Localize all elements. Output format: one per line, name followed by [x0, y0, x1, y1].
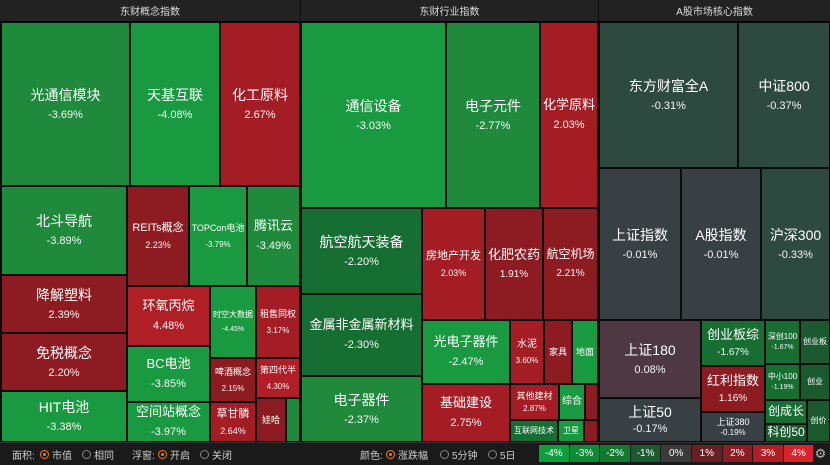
legend-cell: -4% [539, 445, 569, 462]
panel-header-concept: 东财概念指数 [0, 0, 300, 22]
tile-电子元件[interactable]: 电子元件 -2.77% [446, 22, 540, 208]
tile-腾讯云[interactable]: 腾讯云 -3.49% [247, 186, 300, 286]
tile-啤酒概念[interactable]: 啤酒概念 2.15% [210, 358, 256, 402]
radio-icon [488, 449, 497, 459]
tile-天基互联[interactable]: 天基互联 -4.08% [130, 22, 220, 186]
tile-草甘膦[interactable]: 草甘膦 2.64% [210, 402, 256, 442]
tile-化肥农药[interactable]: 化肥农药 1.91% [485, 208, 543, 320]
tile-中证800[interactable]: 中证800 -0.37% [738, 22, 830, 168]
tile-时空大数据[interactable]: 时空大数据 -4.45% [210, 286, 256, 358]
radio-selected-icon [40, 449, 49, 459]
color-label: 颜色: [360, 450, 383, 462]
color-option-change[interactable]: 涨跌幅 [386, 443, 428, 465]
tile-综合[interactable]: 综合 [559, 384, 585, 420]
tile-光通信模块[interactable]: 光通信模块 -3.69% [1, 22, 130, 186]
panel-header-core-index: A股市场核心指数 [599, 0, 830, 22]
radio-icon [82, 449, 91, 459]
legend-cell: 3% [753, 445, 783, 462]
tile-创业板[interactable]: 创业板 [800, 320, 830, 364]
tile-北斗导航[interactable]: 北斗导航 -3.89% [1, 186, 127, 275]
tile-化学原料[interactable]: 化学原料 2.03% [540, 22, 598, 208]
legend-cell: -1% [630, 445, 661, 462]
tile-创成长[interactable]: 创成长 [765, 400, 807, 424]
radio-selected-icon [386, 449, 395, 459]
tile-地面[interactable]: 地面 [572, 320, 598, 384]
area-option-equal[interactable]: 相同 [82, 443, 114, 465]
tile-租售同权[interactable]: 租售同权 3.17% [256, 286, 300, 358]
tile-东方财富全A[interactable]: 东方财富全A -0.31% [599, 22, 738, 168]
tile-unlabeled-industry-2[interactable] [584, 420, 598, 442]
tile-创业[interactable]: 创业 [800, 364, 830, 400]
tile-上证180[interactable]: 上证180 0.08% [599, 320, 701, 398]
tile-A股指数[interactable]: A股指数 -0.01% [681, 168, 761, 320]
tile-科创50[interactable]: 科创50 [765, 424, 807, 442]
area-label: 面积: [12, 450, 35, 462]
tile-航空航天装备[interactable]: 航空航天装备 -2.20% [301, 208, 422, 294]
tile-TOPCon电池[interactable]: TOPCon电池 -3.79% [189, 186, 247, 286]
tile-房地产开发[interactable]: 房地产开发 2.03% [422, 208, 485, 320]
tile-基础建设[interactable]: 基础建设 2.75% [422, 384, 510, 442]
panel-header-industry: 东财行业指数 [301, 0, 598, 22]
tile-金属非金属新材料[interactable]: 金属非金属新材料 -2.30% [301, 294, 422, 376]
tile-创价[interactable]: 创价 [807, 400, 830, 442]
tile-unlabeled-concept[interactable] [286, 398, 300, 442]
tile-unlabeled-industry[interactable] [585, 384, 598, 420]
tile-BC电池[interactable]: BC电池 -3.85% [127, 346, 210, 402]
radio-icon [440, 449, 449, 459]
tile-上证指数[interactable]: 上证指数 -0.01% [599, 168, 681, 320]
tile-化工原料[interactable]: 化工原料 2.67% [220, 22, 300, 186]
float-option-off[interactable]: 关闭 [200, 443, 232, 465]
bottom-control-bar: 面积: 市值 相同 浮窗: 开启 关闭 颜色: 涨跌幅 5分钟 5日 -4% -3… [0, 442, 830, 465]
gear-icon[interactable]: ⚙ [814, 446, 827, 461]
legend-cell: 1% [692, 445, 722, 462]
legend-cell: -2% [600, 445, 630, 462]
tile-其他建材[interactable]: 其他建材 2.87% [510, 384, 559, 420]
tile-航空机场[interactable]: 航空机场 2.21% [543, 208, 598, 320]
tile-降解塑料[interactable]: 降解塑料 2.39% [1, 275, 127, 333]
tile-HIT电池[interactable]: HIT电池 -3.38% [1, 391, 127, 442]
tile-第四代半[interactable]: 第四代半 4.30% [256, 358, 300, 398]
legend-cell: -3% [569, 445, 600, 462]
float-label: 浮窗: [132, 450, 155, 462]
tile-水泥[interactable]: 水泥 3.60% [510, 320, 544, 384]
tile-沪深300[interactable]: 沪深300 -0.33% [761, 168, 830, 320]
tile-免税概念[interactable]: 免税概念 2.20% [1, 333, 127, 391]
area-option-market-cap[interactable]: 市值 [40, 443, 72, 465]
radio-selected-icon [158, 449, 167, 459]
radio-icon [200, 449, 209, 459]
legend-cell: 0% [661, 445, 691, 462]
tile-空间站概念[interactable]: 空间站概念 -3.97% [127, 402, 210, 442]
float-option-on[interactable]: 开启 [158, 443, 190, 465]
tile-深创100[interactable]: 深创100 -1.67% [765, 320, 800, 364]
color-option-5min[interactable]: 5分钟 [440, 443, 478, 465]
tile-红利指数[interactable]: 红利指数 1.16% [701, 366, 765, 412]
tile-光电子器件[interactable]: 光电子器件 -2.47% [422, 320, 510, 384]
tile-创业板综[interactable]: 创业板综 -1.67% [701, 320, 765, 366]
tile-互联网技术[interactable]: 互联网技术 [510, 420, 558, 442]
tile-通信设备[interactable]: 通信设备 -3.03% [301, 22, 446, 208]
tile-卫星[interactable]: 卫星 [558, 420, 584, 442]
color-option-5day[interactable]: 5日 [488, 443, 516, 465]
tile-REITs概念[interactable]: REITs概念 2.23% [127, 186, 189, 286]
tile-家具[interactable]: 家具 [544, 320, 572, 384]
legend-cell: 4% [783, 445, 814, 462]
tile-上证50[interactable]: 上证50 -0.17% [599, 398, 701, 442]
tile-上证380[interactable]: 上证380 -0.19% [701, 412, 765, 442]
tile-娃哈[interactable]: 娃哈 [256, 398, 286, 442]
legend-cell: 2% [722, 445, 753, 462]
tile-电子器件[interactable]: 电子器件 -2.37% [301, 376, 422, 442]
tile-中小100[interactable]: 中小100 -1.19% [765, 364, 800, 400]
tile-环氧丙烷[interactable]: 环氧丙烷 4.48% [127, 286, 210, 346]
